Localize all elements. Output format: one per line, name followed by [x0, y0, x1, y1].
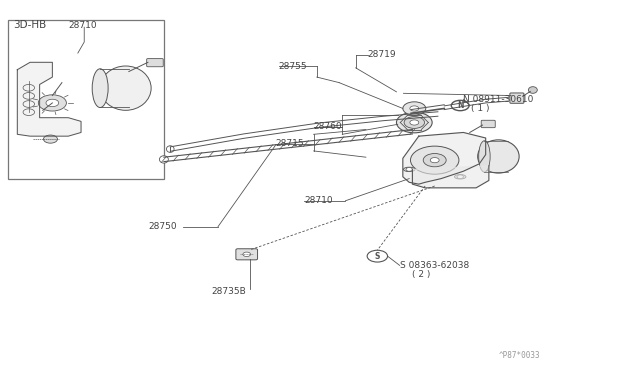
Circle shape: [404, 116, 424, 128]
FancyBboxPatch shape: [236, 249, 257, 260]
Ellipse shape: [529, 87, 538, 93]
Circle shape: [423, 154, 446, 167]
Circle shape: [410, 106, 419, 111]
Circle shape: [410, 146, 459, 174]
Circle shape: [451, 100, 469, 111]
Text: ( 1 ): ( 1 ): [471, 104, 490, 113]
Text: 28710: 28710: [68, 21, 97, 30]
Text: ^P87*0033: ^P87*0033: [499, 351, 540, 360]
Ellipse shape: [479, 141, 490, 172]
Circle shape: [367, 250, 388, 262]
Text: ( 2 ): ( 2 ): [412, 270, 431, 279]
Ellipse shape: [166, 146, 174, 153]
FancyBboxPatch shape: [147, 59, 163, 67]
Ellipse shape: [159, 156, 168, 163]
Circle shape: [457, 175, 463, 179]
Ellipse shape: [477, 140, 519, 173]
Circle shape: [396, 112, 432, 133]
Ellipse shape: [100, 66, 151, 110]
Circle shape: [243, 252, 250, 257]
Circle shape: [44, 135, 58, 143]
Text: 28760: 28760: [314, 122, 342, 131]
Text: 28719: 28719: [368, 51, 396, 60]
Text: S: S: [374, 251, 380, 261]
Bar: [8, 20, 164, 179]
Circle shape: [410, 120, 419, 125]
Circle shape: [430, 158, 439, 163]
Text: S 08363-62038: S 08363-62038: [399, 261, 469, 270]
Circle shape: [403, 102, 426, 115]
FancyBboxPatch shape: [481, 120, 495, 128]
Circle shape: [38, 95, 67, 111]
Text: N: N: [457, 101, 463, 110]
Polygon shape: [17, 62, 81, 136]
Ellipse shape: [454, 174, 466, 179]
Ellipse shape: [403, 167, 415, 171]
Text: 28735B: 28735B: [212, 287, 246, 296]
Text: 28750: 28750: [148, 222, 177, 231]
Text: 28710: 28710: [304, 196, 333, 205]
FancyBboxPatch shape: [510, 93, 524, 103]
Polygon shape: [412, 166, 489, 188]
Text: 28715: 28715: [275, 139, 304, 148]
Text: N 08911-30610: N 08911-30610: [463, 95, 534, 104]
Ellipse shape: [92, 69, 108, 108]
Text: 28755: 28755: [278, 61, 307, 71]
Text: 3D-HB: 3D-HB: [13, 20, 46, 31]
Circle shape: [46, 99, 59, 107]
Polygon shape: [403, 132, 486, 184]
Circle shape: [406, 167, 412, 171]
